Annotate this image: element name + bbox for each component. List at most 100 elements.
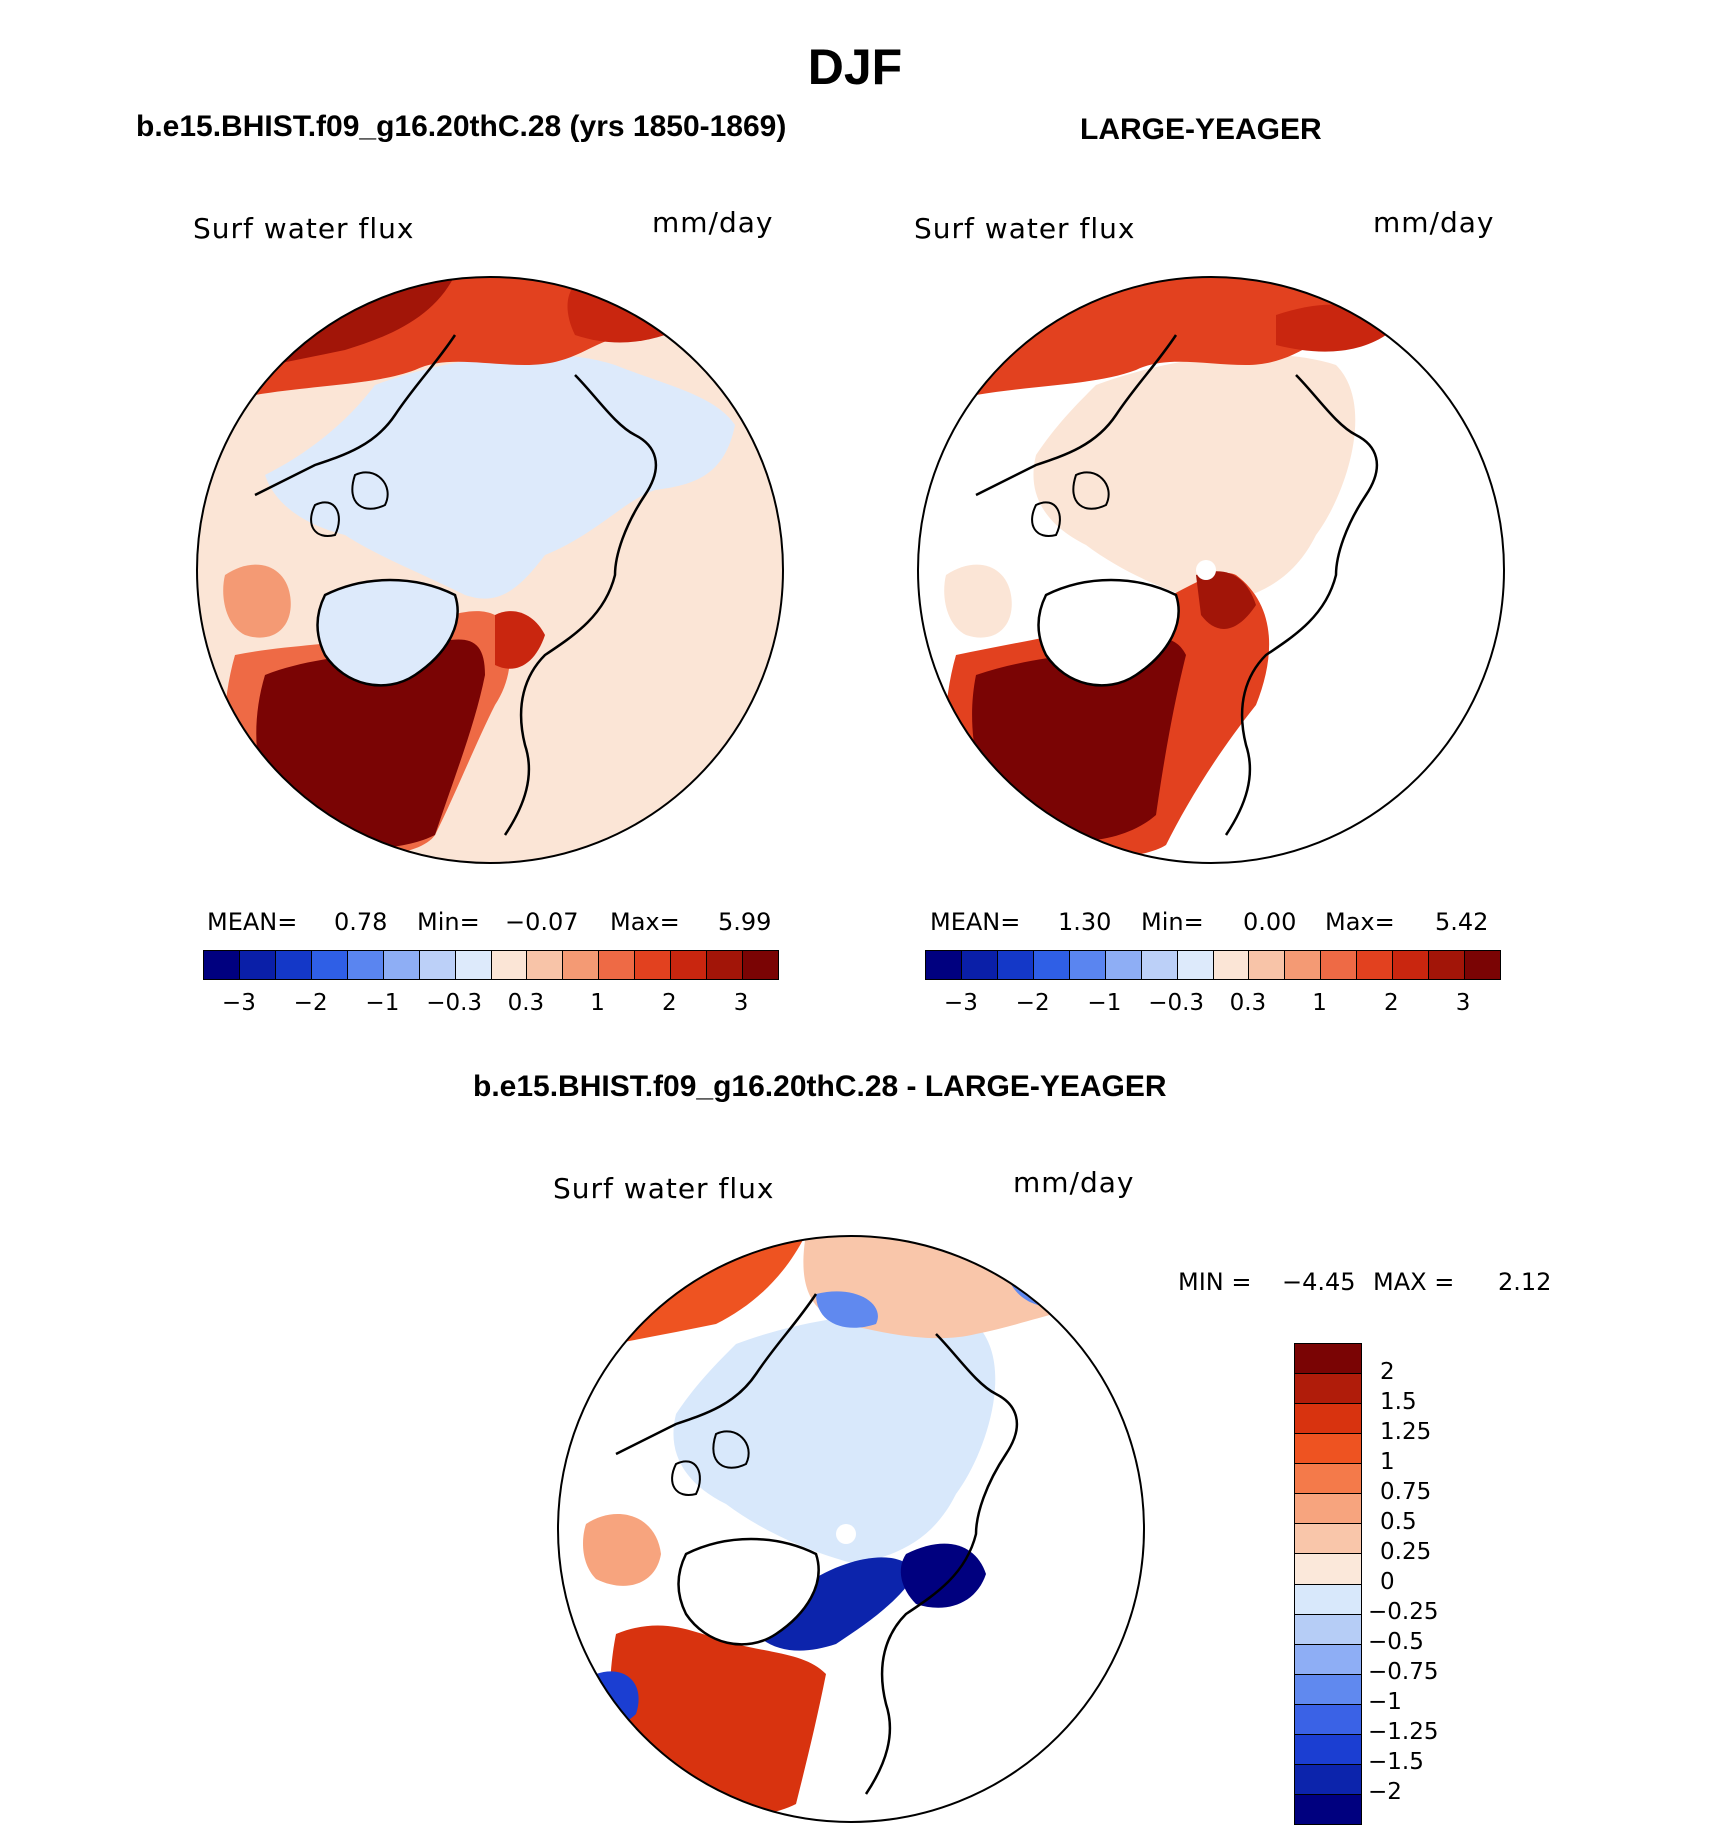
panel-1-colorbar-segment bbox=[204, 951, 239, 979]
panel-2-variable-label: Surf water flux bbox=[914, 212, 1136, 245]
panel-2-min-value: 0.00 bbox=[1243, 908, 1297, 936]
panel-1-colorbar-segment bbox=[274, 951, 311, 979]
panel-2-units-label: mm/day bbox=[1373, 206, 1495, 239]
difference-colorbar-segment bbox=[1295, 1463, 1361, 1494]
panel-1-colorbar-segment bbox=[670, 951, 707, 979]
panel-1-colorbar-segment bbox=[418, 951, 455, 979]
panel-2-max-label: Max= bbox=[1325, 908, 1395, 936]
panel-2-mean-label: MEAN= bbox=[930, 908, 1021, 936]
panel-1-colorbar-segment bbox=[310, 951, 347, 979]
panel-1-max-label: Max= bbox=[610, 908, 680, 936]
difference-min-value: −4.45 bbox=[1282, 1268, 1356, 1296]
panel-1-colorbar-segment bbox=[742, 951, 778, 979]
difference-greenland-sea-negative-field bbox=[756, 1557, 916, 1651]
difference-colorbar-tick-label: 0.25 bbox=[1380, 1539, 1432, 1565]
panel-1-colorbar-tick-label: −3 bbox=[221, 990, 256, 1016]
difference-colorbar-ticks: 2 1.5 1.25 1 0.75 0.5 0.25 0 −0.25 −0.5 −0.75 −1 −1.… bbox=[1368, 1343, 1488, 1823]
panel-1-colorbar-tick-label: 3 bbox=[733, 990, 749, 1016]
panel-2-colorbar-tick-label: −2 bbox=[1015, 990, 1050, 1016]
panel-1-colorbar-segment bbox=[526, 951, 563, 979]
panel-2-colorbar-segment bbox=[996, 951, 1033, 979]
panel-1-mean-label: MEAN= bbox=[207, 908, 298, 936]
panel-2-polar-map bbox=[917, 276, 1505, 864]
panel-1-archipelago-outline bbox=[310, 471, 389, 537]
difference-colorbar-tick-label: 1.25 bbox=[1380, 1419, 1432, 1445]
panel-1-colorbar-tick-label: −0.3 bbox=[426, 990, 483, 1016]
panel-2-atlantic-max-field bbox=[972, 638, 1186, 842]
panel-1-colorbar-segment bbox=[598, 951, 635, 979]
panel-1-max-value: 5.99 bbox=[718, 908, 772, 936]
difference-colorbar-segment bbox=[1295, 1583, 1361, 1614]
difference-colorbar-segment bbox=[1295, 1493, 1361, 1524]
difference-coastline-eurasia bbox=[864, 1333, 1018, 1795]
panel-1-coastline-north-america bbox=[254, 334, 457, 497]
panel-1-mean-value: 0.78 bbox=[334, 908, 388, 936]
difference-colorbar-segment bbox=[1295, 1733, 1361, 1764]
difference-title: b.e15.BHIST.f09_g16.20thC.28 - LARGE-YEA… bbox=[473, 1070, 1167, 1103]
panel-2-colorbar-segment bbox=[1428, 951, 1465, 979]
difference-colorbar-segment bbox=[1295, 1793, 1361, 1824]
panel-1-variable-label: Surf water flux bbox=[193, 212, 415, 245]
panel-1-min-value: −0.07 bbox=[505, 908, 579, 936]
panel-2-coastline-eurasia bbox=[1224, 374, 1378, 836]
difference-colorbar-tick-label: 1 bbox=[1380, 1449, 1395, 1475]
panel-2-colorbar-tick-label: 0.3 bbox=[1229, 990, 1267, 1016]
difference-polar-map bbox=[557, 1235, 1145, 1823]
panel-1-atlantic-max-field bbox=[256, 639, 485, 849]
panel-2-colorbar-segment bbox=[960, 951, 997, 979]
panel-2-colorbar bbox=[925, 950, 1501, 980]
panel-1-colorbar-segment bbox=[706, 951, 743, 979]
panel-2-colorbar-segment bbox=[1392, 951, 1429, 979]
difference-colorbar-tick-label: 2 bbox=[1380, 1359, 1395, 1385]
difference-labrador-field bbox=[583, 1514, 661, 1586]
difference-map-border bbox=[557, 1235, 1145, 1823]
difference-colorbar-segment bbox=[1295, 1643, 1361, 1674]
difference-colorbar-segment bbox=[1295, 1523, 1361, 1554]
panel-1-map-border bbox=[196, 276, 784, 864]
panel-1-labrador-field bbox=[223, 564, 291, 638]
panel-2-colorbar-tick-label: −3 bbox=[943, 990, 978, 1016]
difference-colorbar-tick-label: 0.75 bbox=[1380, 1479, 1432, 1505]
panel-1-colorbar-segment bbox=[454, 951, 491, 979]
panel-2-colorbar-tick-label: 1 bbox=[1312, 990, 1327, 1016]
difference-colorbar-segment bbox=[1295, 1403, 1361, 1434]
panel-2-colorbar-tick-label: 3 bbox=[1455, 990, 1471, 1016]
difference-colorbar-segment bbox=[1295, 1344, 1361, 1374]
difference-colorbar-tick-label: −0.25 bbox=[1368, 1599, 1439, 1625]
panel-2-colorbar-tick-label: −0.3 bbox=[1148, 990, 1205, 1016]
panel-2-greenland-outline bbox=[1037, 578, 1180, 687]
difference-colorbar-tick-label: −1.5 bbox=[1368, 1749, 1424, 1775]
panel-1-arctic-ocean-field bbox=[265, 354, 735, 599]
difference-greenland-outline bbox=[677, 1537, 820, 1646]
difference-max-label: MAX = bbox=[1373, 1268, 1455, 1296]
panel-2-archipelago-outline bbox=[1031, 471, 1110, 537]
panel-1-colorbar-tick-label: −2 bbox=[293, 990, 328, 1016]
difference-colorbar-tick-label: −2 bbox=[1368, 1779, 1402, 1805]
difference-colorbar-segment bbox=[1295, 1673, 1361, 1704]
panel-2-colorbar-segment bbox=[1212, 951, 1249, 979]
difference-units-label: mm/day bbox=[1013, 1166, 1135, 1199]
panel-2-colorbar-segment bbox=[1068, 951, 1105, 979]
panel-2-run-title: LARGE-YEAGER bbox=[1080, 113, 1322, 146]
difference-variable-label: Surf water flux bbox=[553, 1172, 775, 1205]
difference-colorbar-segment bbox=[1295, 1613, 1361, 1644]
panel-1-min-label: Min= bbox=[417, 908, 480, 936]
panel-2-colorbar-segment bbox=[1356, 951, 1393, 979]
panel-1-greenland-outline bbox=[316, 578, 459, 687]
panel-2-colorbar-segment bbox=[1104, 951, 1141, 979]
difference-colorbar-tick-label: 1.5 bbox=[1380, 1389, 1417, 1415]
panel-2-colorbar-segment bbox=[1464, 951, 1500, 979]
panel-1-colorbar-tick-label: 2 bbox=[662, 990, 677, 1016]
panel-1-colorbar bbox=[203, 950, 779, 980]
difference-colorbar-tick-label: −0.75 bbox=[1368, 1659, 1439, 1685]
panel-2-barents-field bbox=[1196, 571, 1256, 629]
panel-2-min-label: Min= bbox=[1141, 908, 1204, 936]
panel-1-polar-map bbox=[196, 276, 784, 864]
panel-2-map-border bbox=[917, 276, 1505, 864]
difference-colorbar-segment bbox=[1295, 1373, 1361, 1404]
difference-min-label: MIN = bbox=[1178, 1268, 1252, 1296]
panel-2-colorbar-segment bbox=[1176, 951, 1213, 979]
difference-colorbar-tick-label: −1.25 bbox=[1368, 1719, 1439, 1745]
panel-1-colorbar-segment bbox=[382, 951, 419, 979]
difference-pole-marker bbox=[836, 1524, 856, 1544]
